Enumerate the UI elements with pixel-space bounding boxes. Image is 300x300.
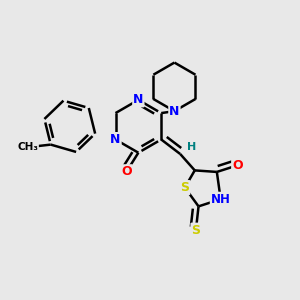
Text: O: O bbox=[121, 165, 132, 178]
Text: CH₃: CH₃ bbox=[17, 142, 38, 152]
Text: NH: NH bbox=[211, 193, 231, 206]
Text: S: S bbox=[191, 224, 200, 237]
Text: N: N bbox=[110, 133, 121, 146]
Text: S: S bbox=[180, 181, 189, 194]
Text: N: N bbox=[133, 93, 144, 106]
Text: H: H bbox=[187, 142, 196, 152]
Text: N: N bbox=[169, 105, 180, 118]
Text: O: O bbox=[232, 159, 243, 172]
